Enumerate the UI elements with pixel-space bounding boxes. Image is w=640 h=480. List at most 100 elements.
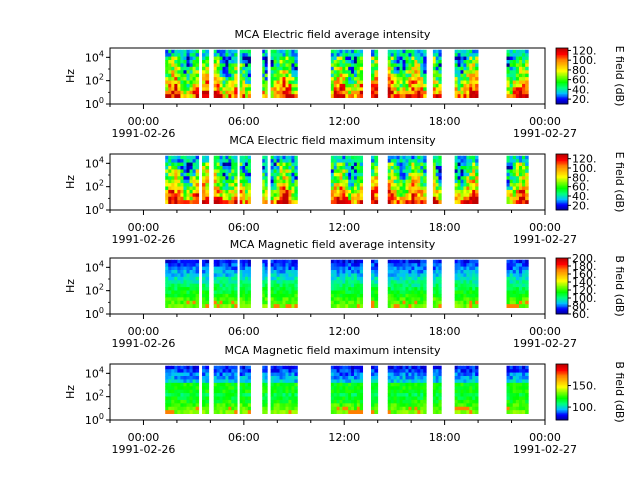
spectrogram-cell xyxy=(515,270,520,274)
spectrogram-cell xyxy=(345,189,349,194)
spectrogram-cell xyxy=(285,49,289,54)
spectrogram-cell xyxy=(371,53,375,57)
spectrogram-cell xyxy=(189,155,193,160)
spectrogram-cell xyxy=(225,83,229,88)
spectrogram-cell xyxy=(231,389,235,394)
spectrogram-cell xyxy=(192,399,197,404)
spectrogram-cell xyxy=(213,300,218,305)
colorbar-step xyxy=(556,397,568,400)
spectrogram-cell xyxy=(189,196,193,201)
spectrogram-cell xyxy=(396,53,400,57)
spectrogram-cell xyxy=(165,365,169,370)
spectrogram-cell xyxy=(405,193,409,198)
spectrogram-cell xyxy=(177,186,181,191)
spectrogram-cell xyxy=(222,266,226,271)
spectrogram-cell xyxy=(475,386,479,391)
spectrogram-cell xyxy=(291,166,295,170)
spectrogram-cell xyxy=(348,399,352,404)
spectrogram-cell xyxy=(356,283,361,288)
spectrogram-cell xyxy=(438,176,442,181)
spectrogram-cell xyxy=(411,90,415,95)
spectrogram-cell xyxy=(205,183,210,187)
spectrogram-cell xyxy=(405,155,409,160)
spectrogram-cell xyxy=(336,166,340,170)
spectrogram-cell xyxy=(336,200,340,204)
y-tick-label: 100 xyxy=(85,202,104,217)
spectrogram-cell xyxy=(393,60,398,64)
spectrogram-cell xyxy=(435,155,439,160)
spectrogram-cell xyxy=(522,396,526,401)
spectrogram-cell xyxy=(414,70,418,75)
spectrogram-cell xyxy=(205,293,210,298)
spectrogram-cell xyxy=(285,196,289,201)
spectrogram-cell xyxy=(387,63,392,68)
spectrogram-cell xyxy=(330,287,335,291)
spectrogram-cell xyxy=(435,77,439,81)
spectrogram-cell xyxy=(348,283,352,288)
spectrogram-cell xyxy=(222,369,226,373)
spectrogram-cell xyxy=(339,172,343,177)
spectrogram-cell xyxy=(288,365,292,370)
spectrogram-cell xyxy=(522,70,526,75)
colorbar-step xyxy=(556,293,568,295)
spectrogram-cell xyxy=(270,80,274,85)
spectrogram-cell xyxy=(356,189,361,194)
spectrogram-cell xyxy=(522,186,526,191)
spectrogram-cell xyxy=(288,172,292,177)
spectrogram-cell xyxy=(359,176,364,181)
spectrogram-cell xyxy=(225,365,229,370)
spectrogram-cell xyxy=(345,193,349,198)
colorbar-step xyxy=(556,78,568,81)
spectrogram-cell xyxy=(356,259,361,264)
colorbar-step xyxy=(556,67,568,70)
spectrogram-cell xyxy=(168,83,172,88)
spectrogram-cell xyxy=(472,193,476,198)
spectrogram-cell xyxy=(279,290,283,295)
spectrogram-cell xyxy=(414,369,418,373)
spectrogram-cell xyxy=(213,372,218,377)
spectrogram-cell xyxy=(469,63,473,68)
spectrogram-cell xyxy=(475,172,479,177)
spectrogram-cell xyxy=(336,176,340,181)
spectrogram-cell xyxy=(183,396,187,401)
spectrogram-cell xyxy=(285,83,289,88)
spectrogram-cell xyxy=(353,169,358,174)
spectrogram-cell xyxy=(512,297,517,302)
spectrogram-cell xyxy=(205,382,210,387)
spectrogram-cell xyxy=(276,90,280,95)
spectrogram-cell xyxy=(463,369,467,373)
spectrogram-cell xyxy=(518,304,523,308)
spectrogram-cell xyxy=(405,372,409,377)
spectrogram-cell xyxy=(522,382,526,387)
spectrogram-cell xyxy=(438,376,442,380)
spectrogram-cell xyxy=(183,183,187,187)
spectrogram-cell xyxy=(171,155,175,160)
spectrogram-cell xyxy=(165,196,169,201)
spectrogram-cell xyxy=(189,399,193,404)
colorbar-step xyxy=(556,94,568,96)
spectrogram-cell xyxy=(270,297,274,302)
spectrogram-cell xyxy=(353,66,358,71)
spectrogram-cell xyxy=(174,276,178,281)
spectrogram-cell xyxy=(291,379,295,384)
spectrogram-cell xyxy=(396,372,400,377)
spectrogram-cell xyxy=(432,259,437,264)
spectrogram-cell xyxy=(359,169,364,174)
y-tick-base: 10 xyxy=(85,414,99,427)
spectrogram-cell xyxy=(435,56,439,61)
spectrogram-cell xyxy=(273,176,277,181)
spectrogram-cell xyxy=(245,179,249,184)
spectrogram-cell xyxy=(264,266,268,271)
spectrogram-cell xyxy=(294,369,298,373)
spectrogram-cell xyxy=(171,80,175,85)
spectrogram-cell xyxy=(525,200,529,204)
spectrogram-cell xyxy=(276,49,280,54)
spectrogram-cell xyxy=(359,83,364,88)
colorbar-step xyxy=(556,197,568,200)
colorbar-step xyxy=(556,158,568,160)
spectrogram-cell xyxy=(276,393,280,397)
spectrogram-cell xyxy=(518,169,523,174)
y-tick-label: 102 xyxy=(85,179,104,194)
spectrogram-cell xyxy=(222,186,226,191)
spectrogram-cell xyxy=(225,276,229,281)
